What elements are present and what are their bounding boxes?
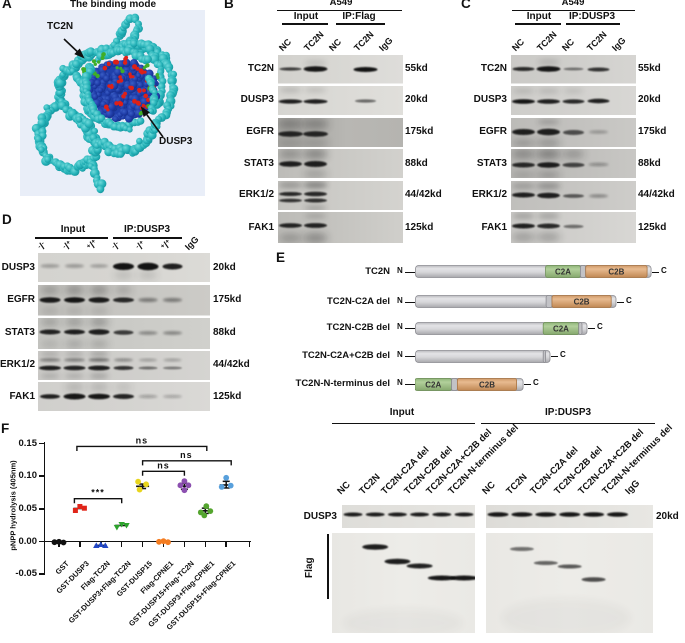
svg-text:C2A: C2A [553,324,569,333]
svg-text:ns: ns [180,450,193,460]
svg-text:C2B: C2B [479,380,495,389]
svg-text:ns: ns [136,435,149,445]
svg-text:C2A: C2A [425,380,441,389]
svg-text:ns: ns [157,460,170,470]
svg-text:C2B: C2B [574,297,590,306]
svg-text:C2A: C2A [555,267,571,276]
svg-text:C2B: C2B [608,267,624,276]
svg-text:***: *** [91,488,105,498]
